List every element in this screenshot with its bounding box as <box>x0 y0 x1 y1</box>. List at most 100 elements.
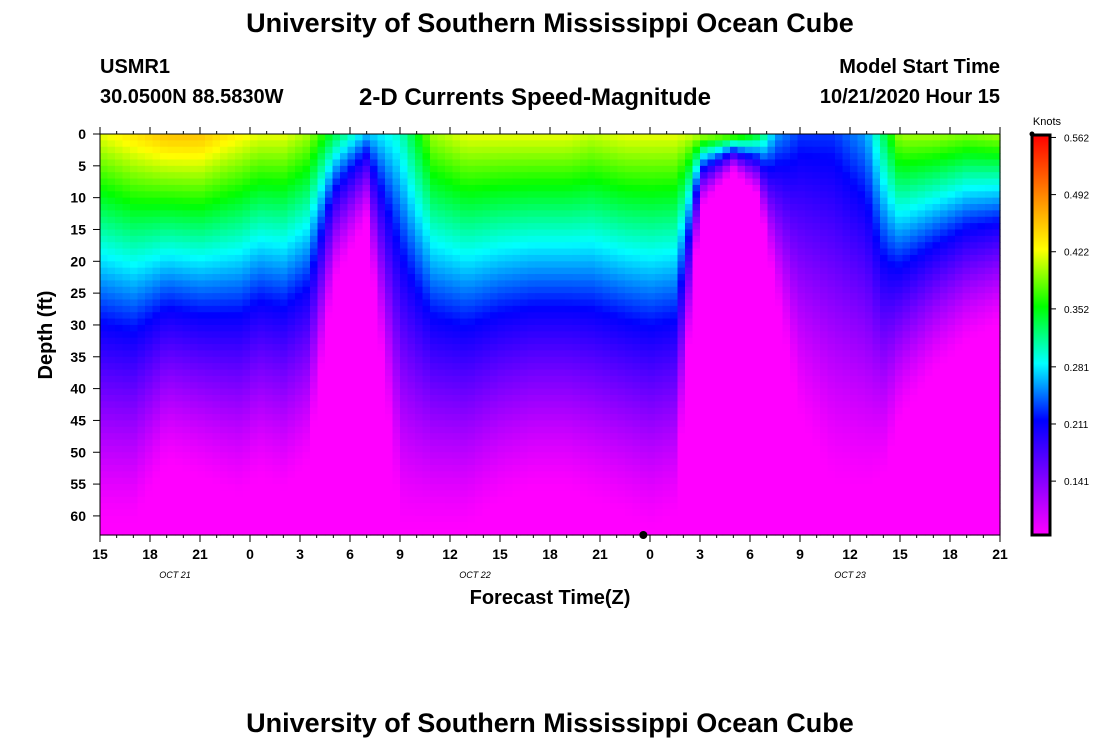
heatmap-cell <box>287 331 296 339</box>
heatmap-cell <box>160 165 169 173</box>
heatmap-cell <box>482 496 491 504</box>
heatmap-cell <box>392 184 401 192</box>
heatmap-cell <box>512 318 521 326</box>
heatmap-cell <box>685 197 694 205</box>
heatmap-cell <box>325 375 334 383</box>
heatmap-cell <box>610 509 619 517</box>
heatmap-cell <box>280 146 289 154</box>
heatmap-cell <box>272 191 281 199</box>
heatmap-cell <box>415 490 424 498</box>
heatmap-cell <box>115 522 124 530</box>
heatmap-cell <box>587 299 596 307</box>
heatmap-cell <box>557 293 566 301</box>
heatmap-cell <box>355 261 364 269</box>
heatmap-cell <box>482 229 491 237</box>
heatmap-cell <box>287 452 296 460</box>
heatmap-cell <box>242 528 251 536</box>
heatmap-cell <box>310 445 319 453</box>
heatmap-cell <box>160 420 169 428</box>
heatmap-cell <box>437 274 446 281</box>
heatmap-cell <box>145 363 154 371</box>
heatmap-cell <box>670 401 679 409</box>
heatmap-cell <box>490 172 499 180</box>
heatmap-cell <box>167 445 176 453</box>
heatmap-cell <box>632 312 641 320</box>
heatmap-cell <box>490 509 499 517</box>
heatmap-cell <box>257 477 266 485</box>
heatmap-cell <box>467 197 476 205</box>
heatmap-cell <box>310 204 319 211</box>
heatmap-cell <box>355 140 364 148</box>
heatmap-cell <box>347 318 356 326</box>
heatmap-cell <box>640 375 649 383</box>
heatmap-cell <box>520 178 529 186</box>
heatmap-cell <box>482 445 491 453</box>
heatmap-cell <box>287 426 296 434</box>
heatmap-cell <box>587 433 596 441</box>
heatmap-cell <box>182 229 191 237</box>
heatmap-cell <box>677 159 686 167</box>
heatmap-cell <box>310 280 319 288</box>
heatmap-cell <box>407 452 416 460</box>
heatmap-cell <box>137 503 146 511</box>
heatmap-cell <box>685 318 694 326</box>
heatmap-cell <box>407 235 416 243</box>
heatmap-cell <box>182 496 191 504</box>
heatmap-cell <box>617 235 626 243</box>
heatmap-cell <box>527 204 536 211</box>
heatmap-cell <box>437 312 446 320</box>
heatmap-cell <box>505 235 514 243</box>
heatmap-cell <box>610 375 619 383</box>
heatmap-cell <box>205 420 214 428</box>
heatmap-cell <box>572 261 581 269</box>
heatmap-cell <box>205 324 214 332</box>
heatmap-cell <box>145 503 154 511</box>
heatmap-cell <box>310 471 319 479</box>
heatmap-cell <box>662 471 671 479</box>
heatmap-cell <box>385 503 394 511</box>
heatmap-cell <box>482 388 491 396</box>
heatmap-cell <box>550 496 559 504</box>
heatmap-cell <box>400 382 409 390</box>
heatmap-cell <box>602 267 611 275</box>
heatmap-cell <box>527 458 536 466</box>
heatmap-cell <box>287 261 296 269</box>
heatmap-cell <box>445 140 454 148</box>
heatmap-cell <box>640 452 649 460</box>
heatmap-cell <box>640 223 649 231</box>
heatmap-cell <box>632 242 641 250</box>
heatmap-cell <box>452 146 461 154</box>
heatmap-cell <box>385 407 394 415</box>
heatmap-cell <box>332 235 341 243</box>
heatmap-cell <box>355 369 364 377</box>
heatmap-cell <box>422 420 431 428</box>
heatmap-cell <box>295 324 304 332</box>
heatmap-cell <box>640 344 649 352</box>
heatmap-cell <box>430 426 439 434</box>
heatmap-cell <box>385 394 394 402</box>
heatmap-cell <box>205 267 214 275</box>
heatmap-cell <box>467 172 476 180</box>
heatmap-cell <box>145 369 154 377</box>
heatmap-cell <box>347 420 356 428</box>
heatmap-cell <box>295 153 304 161</box>
heatmap-cell <box>182 407 191 415</box>
heatmap-cell <box>385 528 394 536</box>
heatmap-cell <box>220 146 229 154</box>
heatmap-cell <box>325 407 334 415</box>
heatmap-cell <box>107 153 116 161</box>
heatmap-cell <box>385 414 394 422</box>
heatmap-cell <box>392 267 401 275</box>
heatmap-cell <box>632 178 641 186</box>
heatmap-cell <box>325 165 334 173</box>
heatmap-cell <box>100 375 109 383</box>
heatmap-cell <box>295 394 304 402</box>
heatmap-cell <box>115 274 124 281</box>
heatmap-cell <box>287 464 296 472</box>
heatmap-cell <box>610 184 619 192</box>
heatmap-cell <box>467 515 476 523</box>
heatmap-cell <box>677 490 686 498</box>
heatmap-cell <box>557 254 566 262</box>
heatmap-cell <box>287 439 296 447</box>
heatmap-cell <box>107 159 116 167</box>
